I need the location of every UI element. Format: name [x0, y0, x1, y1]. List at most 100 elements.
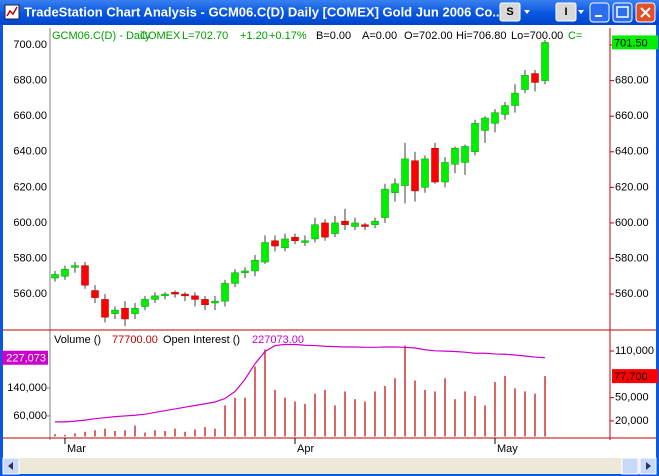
- pct-change: +0.17%: [269, 30, 307, 42]
- candle-body: [271, 240, 279, 247]
- y-tick-label-right: 640.00: [615, 146, 649, 158]
- y-tick-label-left: 580.00: [13, 252, 47, 264]
- candle-body: [411, 160, 419, 192]
- last-price: L=702.70: [182, 30, 228, 42]
- candle-body: [421, 158, 429, 188]
- candle-body: [241, 270, 249, 273]
- maximize-glyph: [616, 6, 629, 18]
- candle-body: [461, 146, 469, 163]
- candle-body: [51, 274, 59, 279]
- symbol-label: GCM06.C(D) - Daily: [52, 30, 151, 42]
- candle-body: [351, 222, 359, 227]
- candle-body: [61, 268, 69, 277]
- y-tick-label-left: 700.00: [13, 39, 47, 51]
- app-icon-glyph: [6, 6, 18, 17]
- candle-body: [391, 183, 399, 193]
- i-button-label: I: [564, 6, 567, 18]
- net-change: +1.20: [240, 30, 268, 42]
- candle-body: [191, 295, 199, 300]
- y-tick-label-left: 560.00: [13, 288, 47, 300]
- candle-body: [491, 112, 499, 124]
- exchange-label: COMEX: [140, 30, 181, 42]
- candle-body: [441, 162, 449, 183]
- candle-body: [91, 290, 99, 298]
- candle-body: [131, 308, 139, 314]
- candle-body: [531, 73, 539, 83]
- candle-body: [171, 292, 179, 295]
- y-tick-label-right: 680.00: [615, 75, 649, 87]
- candle-body: [111, 309, 119, 314]
- candle-body: [311, 224, 319, 240]
- s-button-label: S: [506, 6, 513, 18]
- scroll-thumb[interactable]: [621, 457, 639, 475]
- i-dropdown[interactable]: [578, 10, 584, 14]
- scrollbar[interactable]: [3, 458, 656, 474]
- volume-legend: Volume (): [54, 334, 101, 346]
- y-tick-label-left: 620.00: [13, 181, 47, 193]
- y-tick-label-right: 620.00: [615, 181, 649, 193]
- y-tick-label-left: 140,000: [7, 382, 47, 394]
- candle-body: [81, 265, 89, 286]
- y2-tick-label: 110,000: [615, 345, 654, 357]
- axis-value-label: 701.50: [614, 37, 648, 49]
- scroll-left-glyph: [8, 462, 13, 470]
- s-button[interactable]: [499, 2, 521, 22]
- candle-body: [141, 299, 149, 307]
- y-tick-label-left: 680.00: [13, 75, 47, 87]
- minimize-glyph: [595, 15, 602, 17]
- candle-body: [341, 220, 349, 225]
- candle-body: [151, 295, 159, 300]
- axis-value-box: [612, 369, 658, 384]
- y-tick-label-right: 660.00: [615, 110, 649, 122]
- candle-body: [181, 293, 189, 297]
- candle-body: [201, 299, 209, 305]
- maximize-button[interactable]: [612, 2, 633, 23]
- candle-body: [291, 236, 299, 241]
- candle-body: [511, 92, 519, 106]
- candle-body: [231, 272, 239, 284]
- candle-body: [471, 123, 479, 153]
- candle-body: [321, 222, 329, 238]
- y-tick-label-left: 640.00: [13, 146, 47, 158]
- client-area: [3, 25, 656, 473]
- y-tick-label-right: 560.00: [615, 288, 649, 300]
- axis-value-box: [2, 350, 48, 365]
- candle-body: [521, 75, 529, 90]
- oi-legend-value: 227073.00: [252, 334, 304, 346]
- candle-body: [161, 293, 169, 297]
- scroll-right-glyph: [646, 462, 651, 470]
- y2-tick-label: 20,000: [615, 415, 649, 427]
- low-price: Lo=700.00: [511, 30, 563, 42]
- y-tick-label-left: 600.00: [13, 217, 47, 229]
- y-tick-label-left: 60,000: [13, 410, 47, 422]
- candle-body: [431, 147, 439, 183]
- volume-legend-value: 77700.00: [112, 334, 158, 346]
- s-dropdown[interactable]: [524, 10, 530, 14]
- candle-body: [381, 188, 389, 218]
- candle-body: [261, 242, 269, 263]
- close-glyph: [640, 7, 651, 18]
- candle-body: [331, 222, 339, 234]
- candle-body: [211, 300, 219, 304]
- y2-tick-label: 50,000: [615, 392, 649, 404]
- minimize-button[interactable]: [589, 2, 610, 23]
- axis-value-label: 227,073: [6, 353, 46, 365]
- i-button[interactable]: [555, 2, 577, 22]
- x-tick-label: Apr: [297, 443, 314, 455]
- candle-body: [221, 283, 229, 302]
- candle-body: [71, 265, 79, 268]
- open-interest-line: [55, 343, 546, 423]
- candle-body: [281, 238, 289, 249]
- candle-body: [401, 158, 409, 186]
- high-price: Hi=706.80: [456, 30, 506, 42]
- bid: B=0.00: [316, 30, 351, 42]
- candle-body: [101, 299, 109, 318]
- candle-body: [121, 308, 129, 320]
- y-tick-label-right: 600.00: [615, 217, 649, 229]
- candle-body: [541, 42, 549, 81]
- title-bar: [0, 0, 659, 25]
- axis-value-label: 77,700: [614, 371, 648, 383]
- candle-body: [251, 260, 259, 272]
